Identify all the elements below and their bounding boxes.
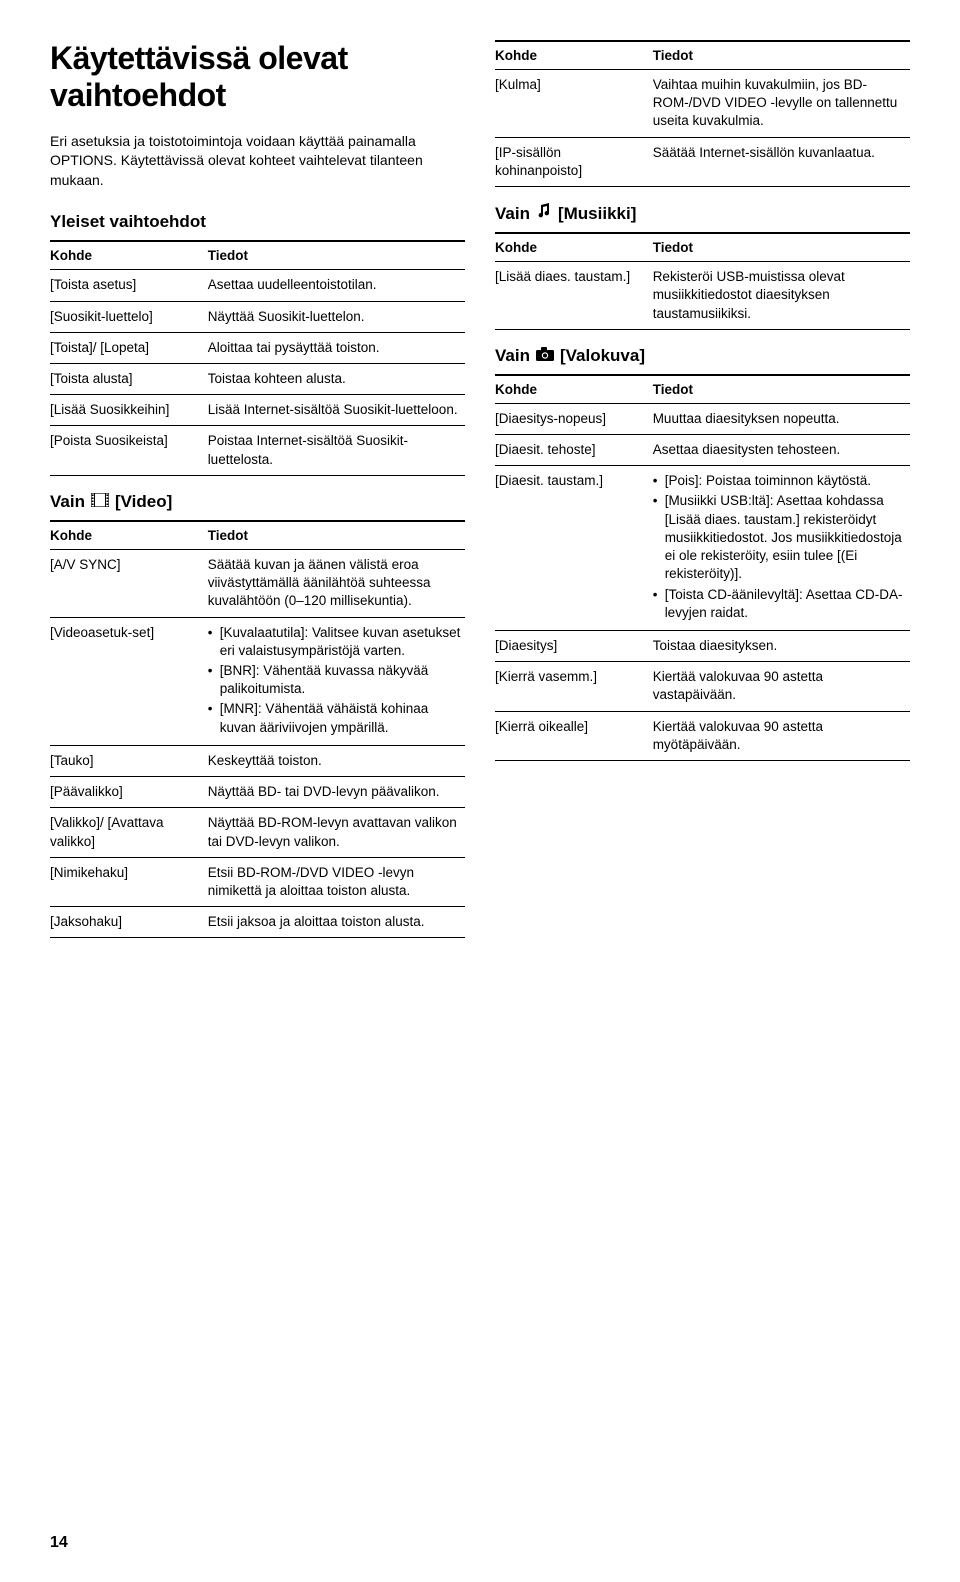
row-key: [A/V SYNC] [50, 549, 208, 617]
table-row: [Diaesitys-nopeus]Muuttaa diaesityksen n… [495, 403, 910, 434]
row-key: [Toista]/ [Lopeta] [50, 332, 208, 363]
row-key: [Videoasetuk-set] [50, 617, 208, 745]
table-row: [Lisää Suosikkeihin]Lisää Internet-sisäl… [50, 395, 465, 426]
row-value: Aloittaa tai pysäyttää toiston. [208, 332, 465, 363]
list-item: [BNR]: Vähentää kuvassa näkyvää palikoit… [208, 662, 461, 698]
row-value: Säätää Internet-sisällön kuvanlaatua. [653, 137, 910, 186]
table-row: [IP-sisällön kohinanpoisto]Säätää Intern… [495, 137, 910, 186]
table-row: [Kierrä vasemm.]Kiertää valokuvaa 90 ast… [495, 662, 910, 711]
row-value: Toistaa kohteen alusta. [208, 364, 465, 395]
table-row: [Diaesit. taustam.][Pois]: Poistaa toimi… [495, 466, 910, 631]
table-row: [Lisää diaes. taustam.]Rekisteröi USB-mu… [495, 262, 910, 330]
table-row: [Toista alusta]Toistaa kohteen alusta. [50, 364, 465, 395]
row-key: [Lisää Suosikkeihin] [50, 395, 208, 426]
row-value: Keskeyttää toiston. [208, 745, 465, 776]
row-value: Poistaa Internet-sisältöä Suosikit-luett… [208, 426, 465, 475]
film-icon [91, 492, 109, 512]
row-key: [Kulma] [495, 70, 653, 138]
col-tiedot: Tiedot [208, 241, 465, 270]
table-row: [Valikko]/ [Avattava valikko]Näyttää BD-… [50, 808, 465, 857]
row-value: Näyttää Suosikit-luettelon. [208, 301, 465, 332]
col-tiedot: Tiedot [208, 521, 465, 550]
row-value: Etsii jaksoa ja aloittaa toiston alusta. [208, 907, 465, 938]
page-title: Käytettävissä olevat vaihtoehdot [50, 40, 465, 114]
table-row: [Päävalikko]Näyttää BD- tai DVD-levyn pä… [50, 777, 465, 808]
col-kohde: Kohde [495, 375, 653, 404]
music-heading: Vain [Musiikki] [495, 203, 910, 224]
camera-icon [536, 346, 554, 366]
row-value: Asettaa diaesitysten tehosteen. [653, 434, 910, 465]
row-value: Kiertää valokuvaa 90 astetta vastapäivää… [653, 662, 910, 711]
table-row: [Videoasetuk-set][Kuvalaatutila]: Valits… [50, 617, 465, 745]
row-key: [Diaesitys] [495, 630, 653, 661]
row-value: Kiertää valokuvaa 90 astetta myötäpäivää… [653, 711, 910, 760]
row-value: Rekisteröi USB-muistissa olevat musiikki… [653, 262, 910, 330]
row-value: Säätää kuvan ja äänen välistä eroa viivä… [208, 549, 465, 617]
table-row: [Kierrä oikealle]Kiertää valokuvaa 90 as… [495, 711, 910, 760]
col-kohde: Kohde [495, 233, 653, 262]
list-item: [Toista CD-äänilevyltä]: Asettaa CD-DA-l… [653, 586, 906, 622]
row-value: Toistaa diaesityksen. [653, 630, 910, 661]
row-value: Etsii BD-ROM-/DVD VIDEO -levyn nimikettä… [208, 857, 465, 906]
list-item: [Pois]: Poistaa toiminnon käytöstä. [653, 472, 906, 490]
music-table: Kohde Tiedot [Lisää diaes. taustam.]Reki… [495, 232, 910, 330]
list-item: [MNR]: Vähentää vähäistä kohinaa kuvan ä… [208, 700, 461, 736]
photo-heading: Vain [Valokuva] [495, 346, 910, 366]
table-row: [A/V SYNC]Säätää kuvan ja äänen välistä … [50, 549, 465, 617]
music-note-icon [536, 203, 552, 224]
table-row: [Poista Suosikeista]Poistaa Internet-sis… [50, 426, 465, 475]
row-key: [Diaesit. taustam.] [495, 466, 653, 631]
col-kohde: Kohde [495, 41, 653, 70]
general-table: Kohde Tiedot [Toista asetus]Asettaa uude… [50, 240, 465, 476]
row-key: [Tauko] [50, 745, 208, 776]
row-value: [Kuvalaatutila]: Valitsee kuvan asetukse… [208, 617, 465, 745]
table-row: [Toista]/ [Lopeta]Aloittaa tai pysäyttää… [50, 332, 465, 363]
row-value: Lisää Internet-sisältöä Suosikit-luettel… [208, 395, 465, 426]
row-key: [Diaesit. tehoste] [495, 434, 653, 465]
video-heading: Vain [Video] [50, 492, 465, 512]
table-row: [Kulma]Vaihtaa muihin kuvakulmiin, jos B… [495, 70, 910, 138]
col-tiedot: Tiedot [653, 41, 910, 70]
col-tiedot: Tiedot [653, 375, 910, 404]
row-value: Muuttaa diaesityksen nopeutta. [653, 403, 910, 434]
col-kohde: Kohde [50, 521, 208, 550]
row-key: [Toista asetus] [50, 270, 208, 301]
row-value: Asettaa uudelleentoistotilan. [208, 270, 465, 301]
col-tiedot: Tiedot [653, 233, 910, 262]
row-key: [Toista alusta] [50, 364, 208, 395]
right-top-table: Kohde Tiedot [Kulma]Vaihtaa muihin kuvak… [495, 40, 910, 187]
table-row: [Diaesitys]Toistaa diaesityksen. [495, 630, 910, 661]
intro-text: Eri asetuksia ja toistotoimintoja voidaa… [50, 132, 465, 191]
table-row: [Jaksohaku]Etsii jaksoa ja aloittaa tois… [50, 907, 465, 938]
row-key: [Lisää diaes. taustam.] [495, 262, 653, 330]
list-item: [Kuvalaatutila]: Valitsee kuvan asetukse… [208, 624, 461, 660]
page-number: 14 [50, 1534, 68, 1552]
table-row: [Toista asetus]Asettaa uudelleentoistoti… [50, 270, 465, 301]
table-row: [Nimikehaku]Etsii BD-ROM-/DVD VIDEO -lev… [50, 857, 465, 906]
table-row: [Suosikit-luettelo]Näyttää Suosikit-luet… [50, 301, 465, 332]
video-table: Kohde Tiedot [A/V SYNC]Säätää kuvan ja ä… [50, 520, 465, 939]
row-key: [Poista Suosikeista] [50, 426, 208, 475]
general-heading: Yleiset vaihtoehdot [50, 212, 465, 232]
row-key: [IP-sisällön kohinanpoisto] [495, 137, 653, 186]
row-key: [Diaesitys-nopeus] [495, 403, 653, 434]
row-key: [Nimikehaku] [50, 857, 208, 906]
row-key: [Kierrä vasemm.] [495, 662, 653, 711]
row-value: Näyttää BD-ROM-levyn avattavan valikon t… [208, 808, 465, 857]
row-key: [Suosikit-luettelo] [50, 301, 208, 332]
row-key: [Päävalikko] [50, 777, 208, 808]
row-value: [Pois]: Poistaa toiminnon käytöstä. [Musi… [653, 466, 910, 631]
row-value: Näyttää BD- tai DVD-levyn päävalikon. [208, 777, 465, 808]
table-row: [Diaesit. tehoste]Asettaa diaesitysten t… [495, 434, 910, 465]
col-kohde: Kohde [50, 241, 208, 270]
row-key: [Kierrä oikealle] [495, 711, 653, 760]
list-item: [Musiikki USB:ltä]: Asettaa kohdassa [Li… [653, 492, 906, 583]
row-key: [Jaksohaku] [50, 907, 208, 938]
photo-table: Kohde Tiedot [Diaesitys-nopeus]Muuttaa d… [495, 374, 910, 761]
row-value: Vaihtaa muihin kuvakulmiin, jos BD-ROM-/… [653, 70, 910, 138]
table-row: [Tauko]Keskeyttää toiston. [50, 745, 465, 776]
row-key: [Valikko]/ [Avattava valikko] [50, 808, 208, 857]
